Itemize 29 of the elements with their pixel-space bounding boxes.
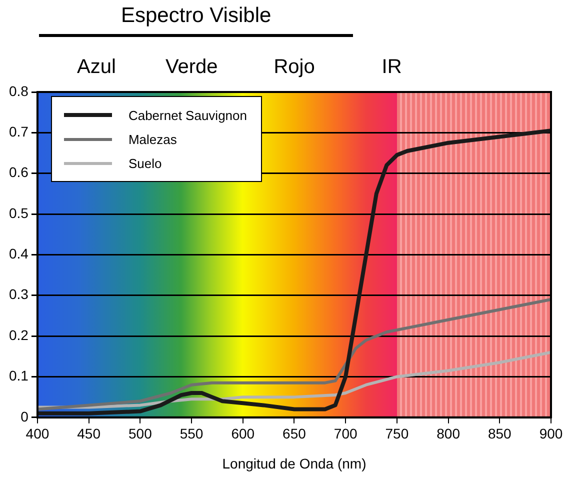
x-axis-title: Longitud de Onda (nm)	[222, 455, 366, 472]
text: IR	[382, 56, 402, 79]
x-tick-label: 800	[436, 426, 460, 442]
y-tick-label: 0.4	[8, 246, 29, 262]
text: Verde	[166, 56, 218, 79]
x-tick-label: 750	[385, 426, 409, 442]
y-tick-label: 0.3	[8, 286, 29, 302]
legend-label: Suelo	[128, 156, 162, 170]
x-tick-label: 650	[282, 426, 306, 442]
y-tick-label: 0.1	[8, 368, 29, 384]
x-tick-label: 450	[77, 426, 101, 442]
x-tick-label: 900	[539, 426, 563, 442]
x-tick-label: 400	[26, 426, 50, 442]
text: Rojo	[274, 56, 315, 79]
x-tick-label: 700	[334, 426, 358, 442]
x-tick-label: 550	[180, 426, 204, 442]
y-tick-label: 0.5	[8, 204, 29, 221]
y-tick-label: 0.6	[8, 164, 29, 180]
x-tick-label: 600	[231, 426, 255, 442]
y-tick-label: 0	[20, 408, 29, 424]
y-tick-label: 0.7	[8, 124, 29, 140]
text: Azul	[77, 56, 116, 79]
y-tick-label: 0.2	[8, 326, 29, 343]
x-tick-label: 850	[488, 426, 512, 442]
chart-title: Espectro Visible	[39, 4, 353, 37]
legend-label: Cabernet Sauvignon	[128, 108, 247, 122]
legend-label: Malezas	[128, 132, 177, 146]
x-tick-label: 500	[128, 426, 152, 442]
y-tick-label: 0.8	[8, 82, 29, 99]
